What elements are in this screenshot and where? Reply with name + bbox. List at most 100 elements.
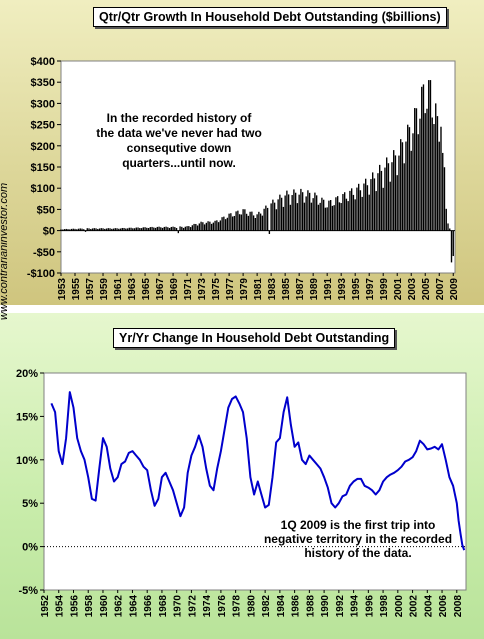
top-bar <box>287 194 290 231</box>
top-bar <box>431 117 433 231</box>
top-x-tick-label: 1995 <box>351 278 362 301</box>
top-bar <box>81 228 83 231</box>
top-annotation-line: quarters...until now. <box>122 156 236 170</box>
top-bar <box>118 228 120 231</box>
top-x-tick-label: 1977 <box>225 278 236 301</box>
top-bar <box>373 178 376 231</box>
top-bar <box>102 228 104 231</box>
top-x-tick-label: 1967 <box>155 278 166 301</box>
top-bar <box>62 229 64 231</box>
top-bar <box>111 228 113 231</box>
top-bar <box>345 198 348 231</box>
top-x-tick-label: 1991 <box>323 278 334 301</box>
top-bar <box>382 187 384 231</box>
bottom-x-tick-label: 1966 <box>143 595 154 618</box>
top-bar <box>391 162 393 231</box>
top-bar <box>305 196 307 231</box>
top-y-tick-label: $400 <box>31 56 55 68</box>
top-x-tick-label: 1997 <box>365 278 376 301</box>
top-bar <box>179 226 181 231</box>
top-bar <box>244 209 246 231</box>
top-bar <box>314 192 316 231</box>
top-bar <box>277 199 279 231</box>
top-bar <box>219 220 222 231</box>
top-bar <box>275 209 278 231</box>
bottom-x-tick-label: 1956 <box>69 595 80 618</box>
bottom-x-tick-label: 1970 <box>173 595 184 618</box>
top-bar <box>273 202 276 231</box>
bottom-x-tick-label: 2004 <box>423 595 434 618</box>
top-bar <box>109 228 111 231</box>
top-bar <box>240 214 243 231</box>
top-x-tick-label: 1989 <box>309 278 320 301</box>
bottom-x-tick-label: 1960 <box>99 595 110 618</box>
top-bar <box>300 188 302 231</box>
top-bar <box>379 164 381 231</box>
top-bar <box>254 217 257 231</box>
top-bar <box>119 228 122 231</box>
top-bar <box>265 205 267 231</box>
top-bar <box>182 227 185 231</box>
top-bar <box>270 203 272 231</box>
top-bar <box>366 185 369 231</box>
top-bar <box>396 175 398 231</box>
top-plot-area <box>60 60 456 274</box>
top-bar <box>221 217 223 231</box>
top-bar <box>386 157 388 231</box>
top-bar <box>212 222 215 231</box>
top-bar <box>156 226 158 231</box>
top-x-tick-label: 1973 <box>197 278 208 301</box>
top-bar <box>312 198 314 231</box>
top-bar <box>76 229 78 231</box>
top-bar <box>95 228 97 231</box>
top-bar <box>60 229 62 231</box>
top-bar <box>319 202 321 231</box>
top-bar <box>167 227 169 231</box>
bottom-x-tick-label: 2008 <box>453 595 464 618</box>
top-bar <box>121 227 123 231</box>
bottom-y-tick-label: 0% <box>22 542 38 554</box>
top-bar <box>424 113 426 231</box>
top-x-tick-label: 1983 <box>267 278 278 301</box>
top-x-tick-label: 1987 <box>295 278 306 301</box>
top-bar <box>233 215 236 231</box>
top-bar <box>235 211 237 231</box>
top-bars-group <box>60 80 454 263</box>
top-bar <box>384 167 386 231</box>
top-bar <box>372 172 374 231</box>
top-bar <box>315 195 318 231</box>
top-bar <box>263 208 265 231</box>
bottom-x-tick-label: 1968 <box>158 595 169 618</box>
top-bar <box>340 203 342 231</box>
top-x-tick-label: 1979 <box>239 278 250 301</box>
top-bar <box>86 228 88 231</box>
top-y-tick-label: -$50 <box>33 247 55 259</box>
top-bar <box>90 229 92 231</box>
top-bar <box>230 213 232 231</box>
top-bar <box>347 201 349 231</box>
bottom-y-tick-label: 15% <box>16 411 38 423</box>
bottom-x-tick-label: 1978 <box>232 595 243 618</box>
top-y-tick-label: $250 <box>31 120 55 132</box>
top-bar <box>296 203 299 231</box>
bottom-x-tick-label: 1976 <box>217 595 228 618</box>
top-bar <box>116 228 118 231</box>
top-bar <box>317 204 320 231</box>
top-bar <box>447 223 449 231</box>
top-bar <box>214 220 216 231</box>
top-x-tick-label: 1959 <box>99 278 110 301</box>
top-bar <box>408 127 411 231</box>
top-bar <box>298 194 300 231</box>
top-bar <box>438 141 440 231</box>
top-bar <box>107 228 109 231</box>
bottom-x-tick-label: 1992 <box>335 595 346 618</box>
top-bar <box>279 194 281 231</box>
top-bar <box>137 227 139 231</box>
top-bar <box>452 230 454 257</box>
bottom-x-tick-label: 1990 <box>320 595 331 618</box>
top-bar <box>168 227 171 231</box>
top-bar <box>114 228 116 231</box>
top-bar <box>429 80 432 231</box>
top-bar <box>268 230 271 234</box>
top-bar <box>445 208 447 231</box>
